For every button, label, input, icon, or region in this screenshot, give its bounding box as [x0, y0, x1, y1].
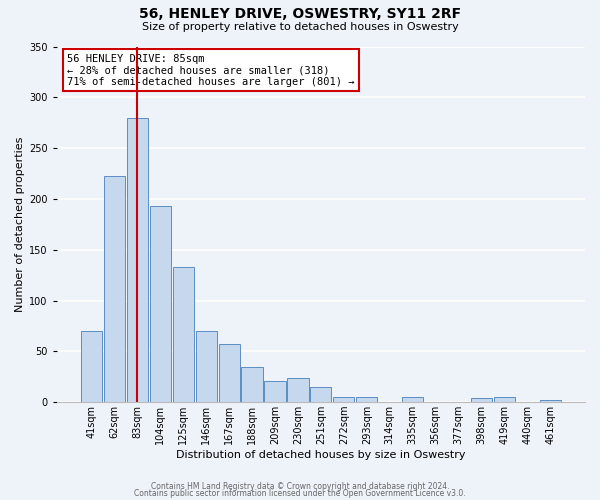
Text: 56, HENLEY DRIVE, OSWESTRY, SY11 2RF: 56, HENLEY DRIVE, OSWESTRY, SY11 2RF	[139, 8, 461, 22]
Bar	[287, 378, 308, 402]
Bar	[356, 397, 377, 402]
Bar	[149, 206, 171, 402]
Bar	[494, 397, 515, 402]
Bar	[310, 387, 331, 402]
Text: Contains HM Land Registry data © Crown copyright and database right 2024.: Contains HM Land Registry data © Crown c…	[151, 482, 449, 491]
Bar	[265, 381, 286, 402]
Text: 56 HENLEY DRIVE: 85sqm
← 28% of detached houses are smaller (318)
71% of semi-de: 56 HENLEY DRIVE: 85sqm ← 28% of detached…	[67, 54, 355, 87]
Bar	[196, 331, 217, 402]
Bar	[173, 267, 194, 402]
Bar	[81, 331, 102, 402]
X-axis label: Distribution of detached houses by size in Oswestry: Distribution of detached houses by size …	[176, 450, 466, 460]
Bar	[127, 118, 148, 402]
Bar	[218, 344, 239, 402]
Y-axis label: Number of detached properties: Number of detached properties	[15, 136, 25, 312]
Text: Size of property relative to detached houses in Oswestry: Size of property relative to detached ho…	[142, 22, 458, 32]
Bar	[241, 366, 263, 402]
Bar	[402, 397, 423, 402]
Bar	[334, 397, 355, 402]
Text: Contains public sector information licensed under the Open Government Licence v3: Contains public sector information licen…	[134, 489, 466, 498]
Bar	[104, 176, 125, 402]
Bar	[540, 400, 561, 402]
Bar	[471, 398, 492, 402]
